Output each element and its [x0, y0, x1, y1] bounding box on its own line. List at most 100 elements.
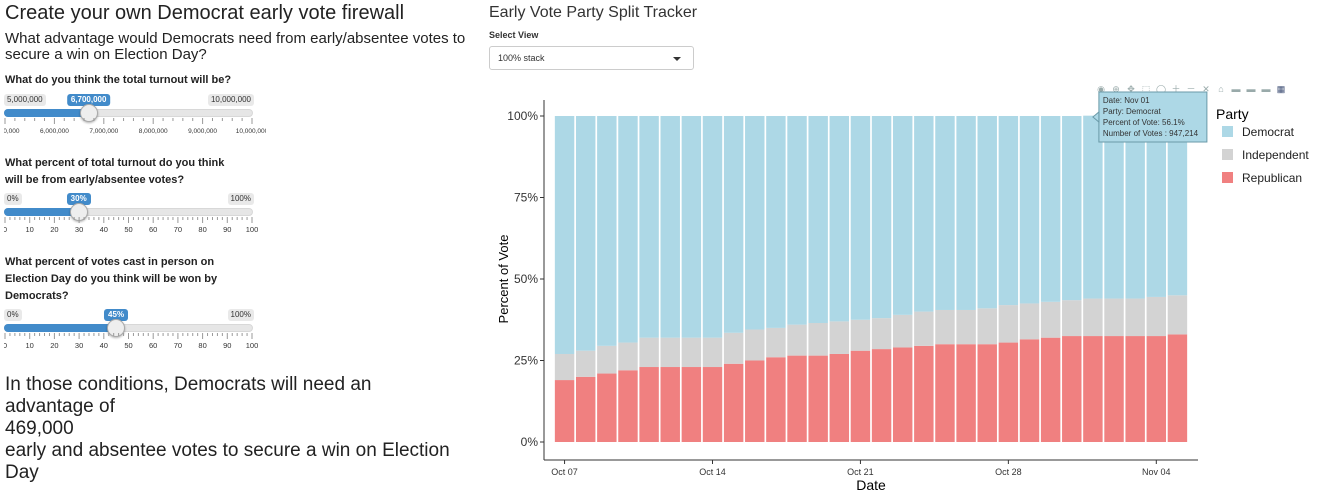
bar-segment-independent[interactable]	[1019, 303, 1040, 340]
inperson-slider[interactable]: 0% 100% 45% 0 10 20 30 40 50 60 70 80 90 100	[4, 309, 266, 369]
bar-segment-republican[interactable]	[850, 350, 871, 442]
bar-segment-democrat[interactable]	[787, 116, 807, 325]
bar-segment-independent[interactable]	[977, 308, 997, 345]
bar-segment-independent[interactable]	[745, 329, 765, 361]
hover-closest-icon[interactable]: ▬	[1246, 84, 1256, 94]
bar-segment-republican[interactable]	[892, 347, 913, 442]
bar-segment-independent[interactable]	[681, 337, 702, 368]
bar-segment-republican[interactable]	[1146, 336, 1167, 442]
bar-segment-independent[interactable]	[597, 345, 617, 374]
bar-segment-republican[interactable]	[1019, 339, 1040, 442]
bar-segment-independent[interactable]	[829, 321, 850, 354]
bar-segment-republican[interactable]	[745, 360, 765, 443]
bar-segment-democrat[interactable]	[914, 116, 934, 312]
bar-segment-republican[interactable]	[660, 367, 680, 442]
bar-segment-republican[interactable]	[1104, 336, 1124, 442]
bar-segment-republican[interactable]	[681, 367, 702, 442]
bar-segment-independent[interactable]	[1146, 296, 1167, 337]
legend-label[interactable]: Independent	[1242, 148, 1309, 162]
bar-segment-democrat[interactable]	[1125, 116, 1145, 299]
bar-segment-independent[interactable]	[787, 324, 807, 356]
zoom-icon[interactable]: ⊕	[1112, 84, 1120, 94]
bar-segment-republican[interactable]	[723, 363, 744, 442]
bar-segment-independent[interactable]	[871, 318, 892, 350]
bar-segment-democrat[interactable]	[1083, 115, 1103, 299]
select-view-dropdown[interactable]: 100% stack	[489, 46, 694, 70]
bar-segment-independent[interactable]	[935, 309, 955, 345]
bar-segment-republican[interactable]	[1040, 337, 1061, 442]
bar-segment-independent[interactable]	[639, 337, 659, 368]
bar-segment-republican[interactable]	[618, 370, 638, 442]
bar-segment-independent[interactable]	[1040, 301, 1061, 338]
bar-segment-independent[interactable]	[723, 332, 744, 364]
bar-segment-democrat[interactable]	[829, 116, 850, 322]
bar-segment-independent[interactable]	[1062, 300, 1082, 337]
bar-segment-independent[interactable]	[998, 305, 1019, 343]
legend-label[interactable]: Democrat	[1242, 125, 1295, 139]
bar-segment-republican[interactable]	[1167, 334, 1188, 442]
bar-segment-democrat[interactable]	[660, 116, 680, 338]
early-pct-slider[interactable]: 0% 100% 30% 0 10 20 30 40 50 60 70 80 90 100	[4, 193, 266, 253]
bar-segment-independent[interactable]	[956, 309, 976, 345]
bar-segment-republican[interactable]	[787, 355, 807, 442]
zoom-in-icon[interactable]: ＋	[1171, 84, 1181, 94]
camera-icon[interactable]: ◉	[1097, 84, 1105, 94]
bar-segment-republican[interactable]	[956, 344, 976, 442]
bar-segment-democrat[interactable]	[745, 116, 765, 330]
bar-segment-democrat[interactable]	[723, 116, 744, 333]
bar-segment-independent[interactable]	[1083, 298, 1103, 337]
bar-segment-democrat[interactable]	[575, 116, 596, 351]
bar-segment-independent[interactable]	[766, 327, 786, 358]
bar-segment-republican[interactable]	[1125, 336, 1145, 442]
bar-segment-republican[interactable]	[575, 376, 596, 442]
bar-segment-democrat[interactable]	[1019, 116, 1040, 304]
bar-segment-democrat[interactable]	[1146, 116, 1167, 297]
pan-icon[interactable]: ✥	[1127, 84, 1135, 94]
legend-swatch-republican[interactable]	[1222, 172, 1233, 183]
bar-segment-republican[interactable]	[1083, 336, 1103, 442]
bar-segment-democrat[interactable]	[618, 116, 638, 343]
bar-segment-democrat[interactable]	[766, 116, 786, 328]
bar-segment-republican[interactable]	[914, 345, 934, 442]
bar-segment-republican[interactable]	[935, 344, 955, 442]
slider-handle[interactable]	[107, 319, 126, 337]
legend-swatch-independent[interactable]	[1222, 149, 1233, 160]
box-select-icon[interactable]: ⬚	[1141, 84, 1151, 94]
bar-segment-independent[interactable]	[808, 323, 828, 356]
bar-segment-democrat[interactable]	[639, 116, 659, 338]
lasso-icon[interactable]: ◯	[1156, 84, 1167, 94]
hover-compare-icon[interactable]: ▬	[1261, 84, 1271, 94]
home-icon[interactable]: ⌂	[1218, 84, 1224, 94]
bar-segment-republican[interactable]	[639, 367, 659, 442]
bar-segment-independent[interactable]	[554, 353, 575, 381]
bar-segment-independent[interactable]	[1167, 295, 1188, 335]
bar-segment-independent[interactable]	[1104, 298, 1124, 337]
bar-segment-republican[interactable]	[829, 353, 850, 442]
bar-segment-republican[interactable]	[766, 357, 786, 442]
bar-segment-democrat[interactable]	[1104, 116, 1124, 299]
bar-segment-democrat[interactable]	[977, 116, 997, 309]
bar-segment-republican[interactable]	[1062, 336, 1082, 442]
bar-segment-democrat[interactable]	[597, 116, 617, 346]
spike-lines-icon[interactable]: ▬	[1231, 84, 1241, 94]
bar-segment-democrat[interactable]	[850, 116, 871, 320]
bar-segment-republican[interactable]	[977, 344, 997, 442]
bar-segment-democrat[interactable]	[702, 116, 723, 338]
bar-segment-republican[interactable]	[998, 342, 1019, 442]
bar-segment-democrat[interactable]	[892, 116, 913, 315]
bar-segment-independent[interactable]	[618, 342, 638, 371]
bar-segment-democrat[interactable]	[681, 116, 702, 338]
bar-segment-democrat[interactable]	[1167, 116, 1188, 296]
bar-segment-democrat[interactable]	[1040, 116, 1061, 302]
bar-segment-republican[interactable]	[597, 373, 617, 442]
bar-segment-independent[interactable]	[575, 350, 596, 377]
bar-segment-independent[interactable]	[660, 337, 680, 368]
bar-segment-republican[interactable]	[554, 380, 575, 442]
bar-segment-independent[interactable]	[850, 319, 871, 351]
bar-segment-republican[interactable]	[808, 355, 828, 442]
bar-segment-democrat[interactable]	[935, 116, 955, 310]
bar-segment-republican[interactable]	[871, 349, 892, 442]
bar-segment-democrat[interactable]	[1062, 116, 1082, 301]
bar-segment-independent[interactable]	[892, 314, 913, 348]
turnout-slider[interactable]: 5,000,000 10,000,000 6,700,000 5,000,000…	[4, 94, 266, 154]
